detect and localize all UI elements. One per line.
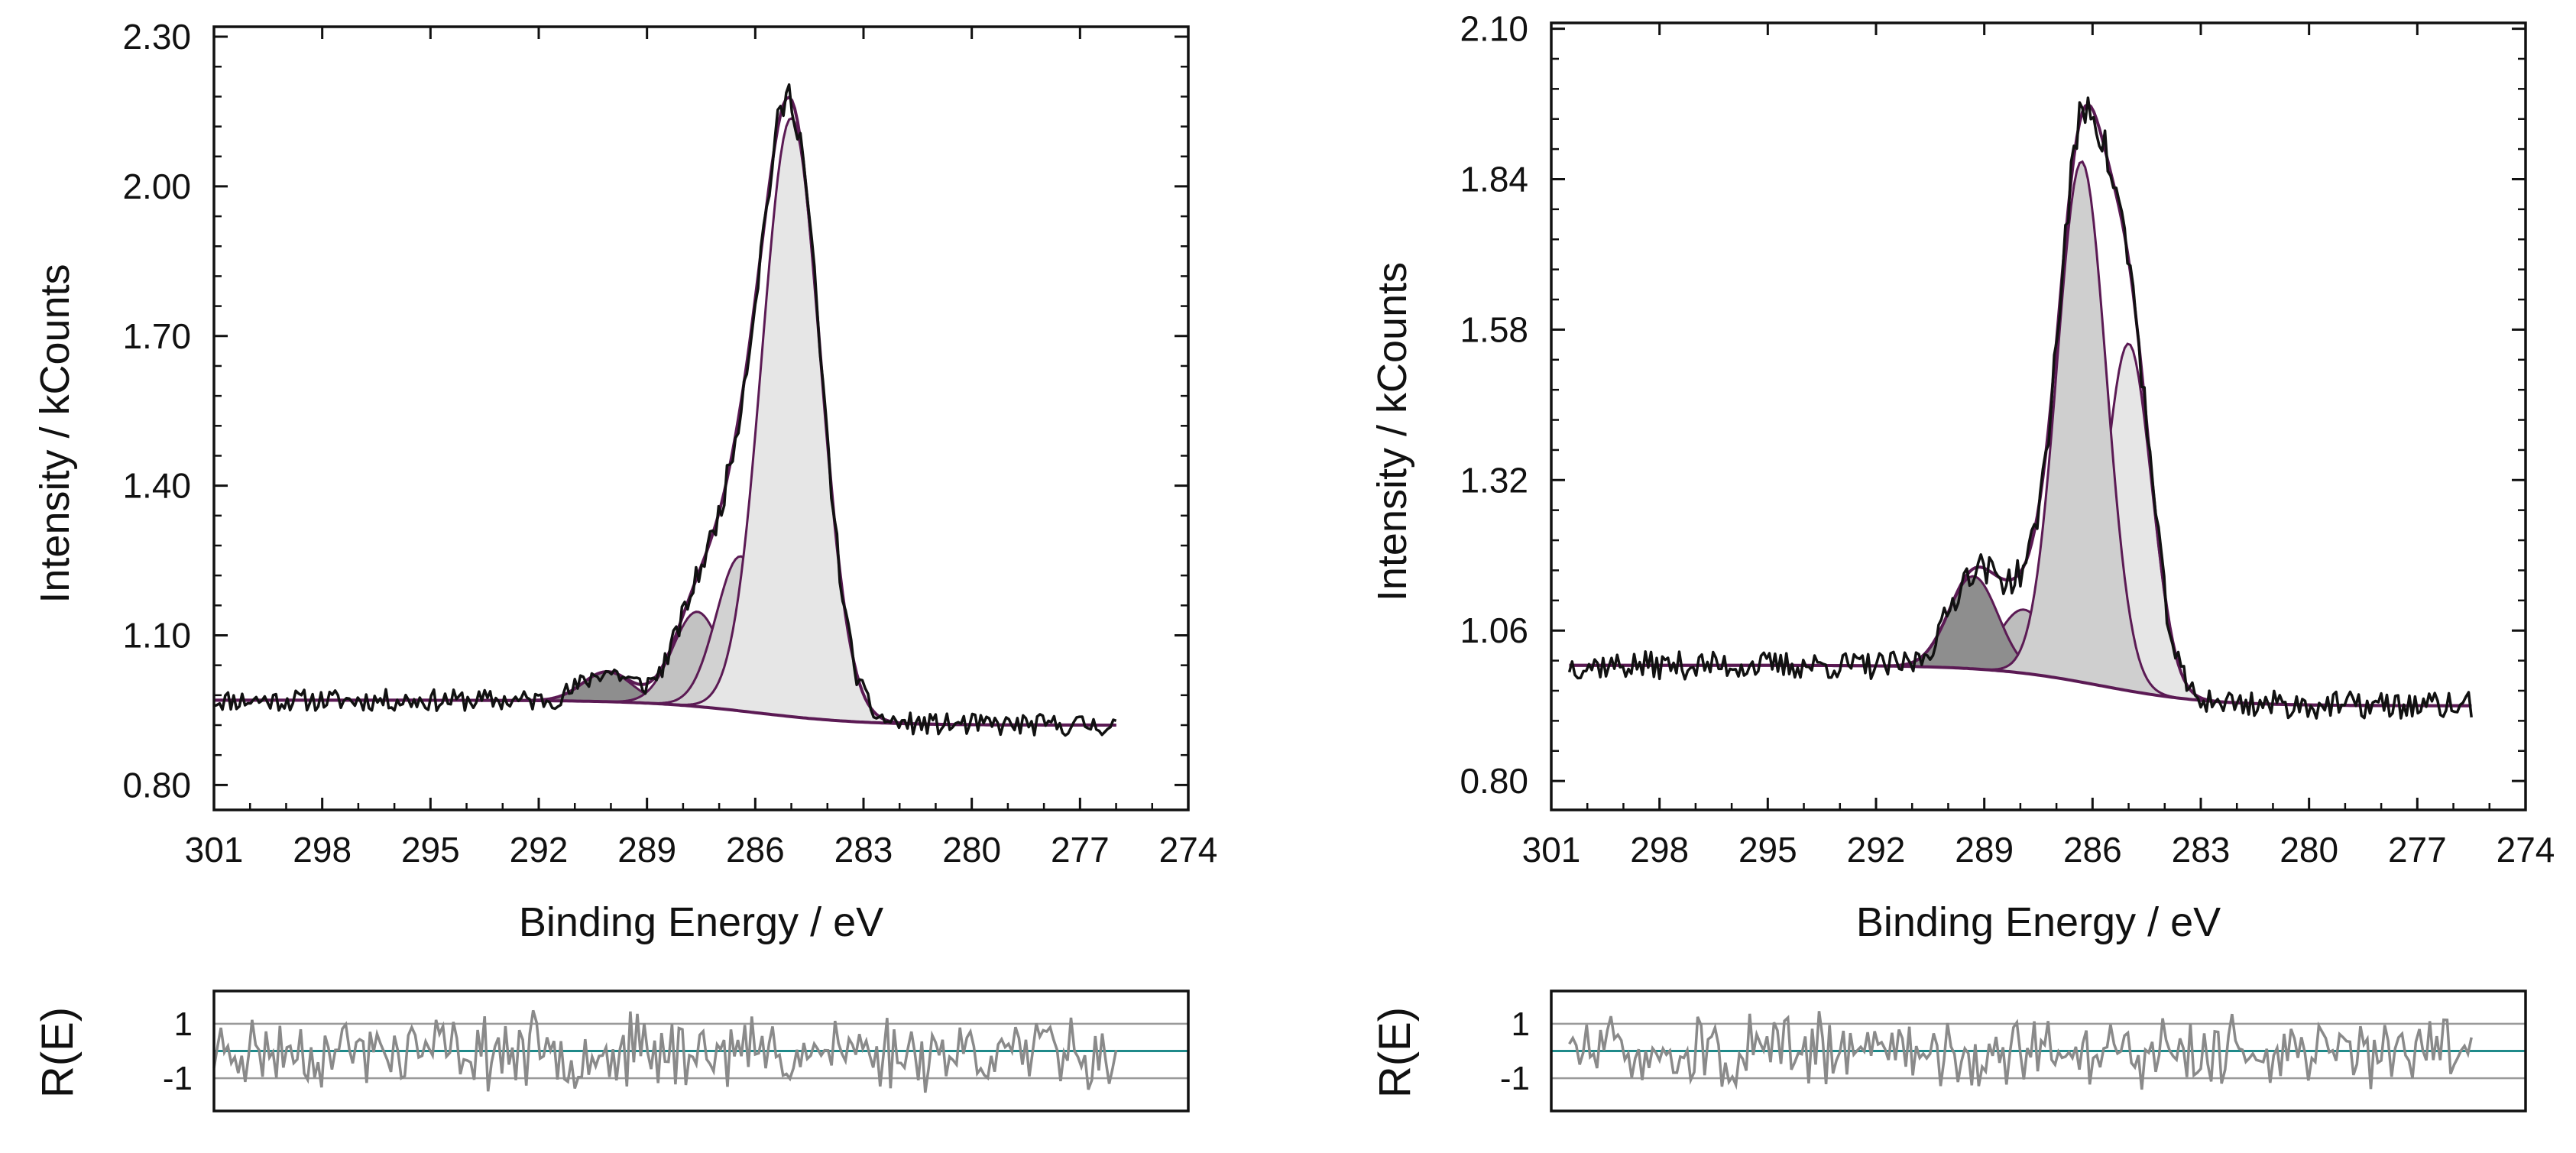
residual-panel: 1 -1 R(E) <box>33 989 1190 1113</box>
x-tick-label: 298 <box>293 830 352 870</box>
y-tick-label: 0.80 <box>122 765 191 805</box>
x-tick-label: 277 <box>2388 830 2447 870</box>
x-tick-label: 286 <box>726 830 785 870</box>
residual-trace <box>212 1009 1118 1093</box>
y-tick-label: 1.10 <box>122 615 191 655</box>
x-tick-label: 283 <box>2172 830 2231 870</box>
y-tick-label: 0.80 <box>1460 761 1528 801</box>
y-tick-label: 1.84 <box>1460 159 1528 199</box>
y-tick-label: 2.10 <box>1460 9 1528 49</box>
x-tick-label: 301 <box>1522 830 1581 870</box>
x-tick-label: 286 <box>2063 830 2122 870</box>
x-tick-label: 289 <box>1955 830 2014 870</box>
x-tick-label: 277 <box>1051 830 1110 870</box>
y-tick-label: 1.58 <box>1460 309 1528 349</box>
plot-frame <box>1550 21 2527 811</box>
x-tick-label: 298 <box>1630 830 1689 870</box>
fit-envelope-line <box>214 95 1116 727</box>
x-tick-label: 274 <box>2497 830 2555 870</box>
x-tick-label: 280 <box>942 830 1001 870</box>
x-tick-label: 295 <box>1738 830 1797 870</box>
x-axis-title: Binding Energy / eV <box>519 899 883 945</box>
y-tick-label: 1.40 <box>122 466 191 506</box>
x-tick-label: 289 <box>617 830 676 870</box>
residual-axis-title: R(E) <box>1370 1007 1420 1098</box>
residual-tick-label: 1 <box>174 1006 193 1043</box>
x-tick-label: 295 <box>401 830 460 870</box>
x-tick-label: 274 <box>1159 830 1218 870</box>
residual-tick-label: -1 <box>163 1060 193 1097</box>
component-peak-C3 <box>214 611 1116 727</box>
residual-trace <box>1568 1011 2473 1090</box>
x-tick-label: 301 <box>185 830 244 870</box>
x-tick-label: 292 <box>1847 830 1906 870</box>
x-axis-title: Binding Energy / eV <box>1856 899 2221 945</box>
y-tick-label: 1.32 <box>1460 460 1528 500</box>
component-peak-C1 <box>214 116 1116 727</box>
residual-axis-title: R(E) <box>33 1007 83 1098</box>
residual-tick-label: -1 <box>1500 1060 1530 1097</box>
measured-data-line <box>1567 96 2473 720</box>
plot-frame <box>212 25 1190 811</box>
residual-frame <box>212 989 1190 1113</box>
y-tick-label: 2.00 <box>122 167 191 206</box>
y-tick-label: 1.06 <box>1460 611 1528 650</box>
y-tick-label: 2.30 <box>122 17 191 57</box>
y-axis-title: Intensity / kCounts <box>1369 262 1415 601</box>
panel-left: 301 298 295 292 289 286 283 280 277 274 0.80 1.10 1.… <box>32 17 1218 1113</box>
residual-panel: 1 -1 R(E) <box>1370 989 2527 1113</box>
y-tick-label: 1.70 <box>122 316 191 356</box>
x-tick-label: 283 <box>834 830 893 870</box>
panel-right: 301 298 295 292 289 286 283 280 277 274 0.80 1.06 1.… <box>1369 9 2555 1113</box>
x-tick-label: 292 <box>510 830 569 870</box>
residual-frame <box>1550 989 2527 1113</box>
residual-tick-label: 1 <box>1512 1006 1530 1043</box>
y-axis-title: Intensity / kCounts <box>32 264 78 603</box>
measured-data-line <box>213 83 1117 737</box>
x-tick-label: 280 <box>2280 830 2338 870</box>
